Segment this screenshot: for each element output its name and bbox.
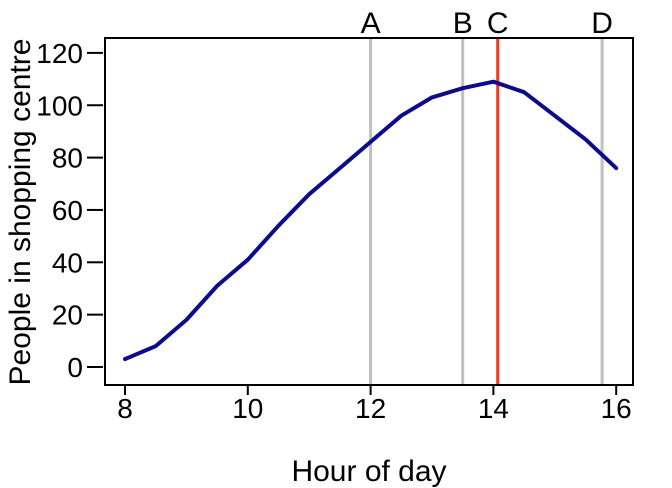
- marker-label-C: C: [487, 7, 509, 40]
- x-axis-title: Hour of day: [291, 455, 447, 488]
- x-tick-label-16: 16: [601, 393, 632, 424]
- plot-area: A B C D 8 10 12 14 16 0 20 40 60 80 100 120: [36, 7, 634, 424]
- data-curve: [123, 79, 619, 362]
- marker-label-D: D: [591, 7, 613, 40]
- plot-border: [104, 37, 634, 386]
- y-tick-label-20: 20: [52, 300, 83, 331]
- marker-label-A: A: [361, 7, 381, 40]
- y-tick-label-60: 60: [52, 195, 83, 226]
- y-tick-label-0: 0: [67, 352, 83, 383]
- marker-label-B: B: [453, 7, 473, 40]
- x-tick-label-12: 12: [355, 393, 386, 424]
- x-tick-label-14: 14: [478, 393, 509, 424]
- y-tick-label-80: 80: [52, 143, 83, 174]
- y-tick-label-120: 120: [36, 38, 83, 69]
- y-axis-title: People in shopping centre: [4, 38, 37, 386]
- x-tick-label-10: 10: [232, 393, 263, 424]
- y-tick-label-100: 100: [36, 90, 83, 121]
- x-tick-label-8: 8: [117, 393, 133, 424]
- y-tick-label-40: 40: [52, 247, 83, 278]
